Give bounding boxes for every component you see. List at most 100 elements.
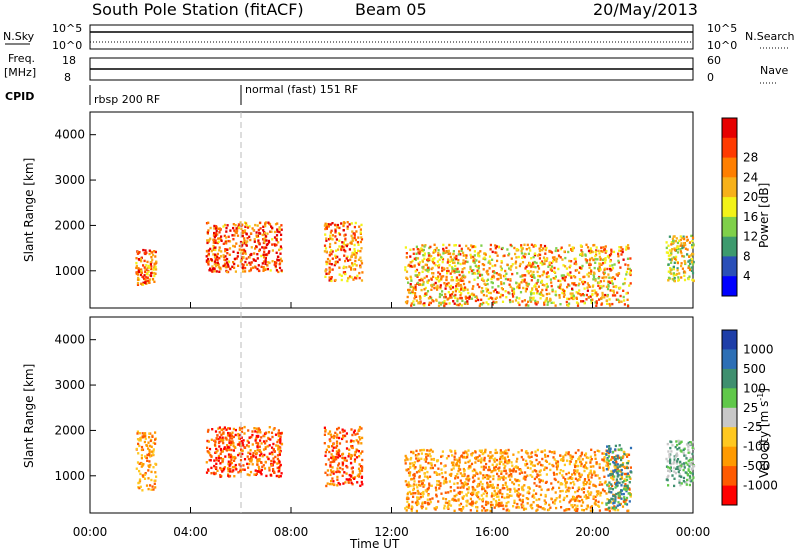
echo-cell	[535, 504, 539, 507]
echo-cell	[262, 269, 265, 272]
echo-cell	[144, 249, 147, 252]
echo-cell	[530, 300, 533, 303]
echo-cell	[353, 262, 356, 266]
echo-cell	[327, 458, 330, 461]
echo-cell	[213, 262, 216, 266]
echo-cell	[498, 466, 501, 469]
echo-cell	[276, 462, 279, 465]
echo-cell	[610, 250, 613, 253]
echo-cell	[459, 490, 462, 494]
echo-cell	[581, 264, 584, 268]
echo-cell	[411, 289, 414, 292]
echo-cell	[512, 287, 516, 291]
echo-cell	[610, 497, 613, 500]
echo-cell	[405, 256, 408, 259]
echo-cell	[627, 460, 630, 463]
echo-cell	[444, 480, 448, 484]
echo-cell	[537, 285, 540, 288]
echo-cell	[475, 500, 478, 504]
echo-cell	[515, 465, 518, 468]
echo-cell	[462, 467, 465, 471]
echo-cell	[347, 481, 350, 484]
echo-cell	[518, 264, 521, 268]
echo-cell	[588, 493, 591, 497]
echo-cell	[525, 281, 528, 285]
echo-cell	[542, 270, 545, 273]
echo-cell	[526, 474, 529, 477]
echo-cell	[217, 263, 220, 266]
echo-cell	[238, 463, 241, 466]
echo-cell	[421, 468, 424, 472]
echo-cell	[574, 465, 577, 469]
echo-cell	[548, 263, 551, 266]
echo-cell	[585, 507, 588, 511]
echo-cell	[427, 461, 430, 465]
echo-cell	[437, 304, 441, 307]
echo-cell	[227, 445, 230, 449]
echo-cell	[231, 431, 234, 434]
echo-cell	[151, 277, 155, 281]
echo-cell	[522, 508, 526, 511]
echo-cell	[552, 301, 555, 304]
echo-cell	[567, 452, 570, 456]
echo-cell	[549, 506, 552, 509]
echo-cell	[145, 264, 148, 267]
echo-cell	[448, 473, 451, 476]
echo-cell	[610, 506, 613, 509]
echo-cell	[343, 248, 346, 252]
echo-cell	[692, 260, 695, 264]
echo-cell	[359, 452, 362, 455]
echo-cell	[325, 239, 328, 242]
echo-cell	[534, 453, 537, 457]
echo-cell	[244, 225, 247, 228]
echo-cell	[227, 239, 230, 243]
echo-cell	[235, 257, 238, 260]
echo-cell	[152, 450, 155, 453]
echo-cell	[324, 227, 327, 231]
echo-cell	[558, 296, 561, 299]
echo-cell	[207, 428, 210, 432]
echo-cell	[626, 453, 629, 456]
echo-cell	[608, 462, 612, 466]
echo-cell	[277, 241, 280, 244]
echo-cell	[262, 266, 265, 269]
colorbar-swatch	[722, 236, 737, 257]
echo-cell	[498, 460, 501, 464]
echo-cell	[215, 456, 218, 460]
echo-cell	[538, 249, 541, 253]
echo-cell	[683, 259, 686, 263]
echo-cell	[671, 248, 674, 251]
echo-cell	[345, 478, 348, 481]
echo-cell	[519, 275, 522, 278]
echo-cell	[342, 430, 345, 433]
echo-cell	[598, 298, 601, 301]
echo-cell	[611, 498, 614, 501]
echo-cell	[567, 283, 570, 286]
echo-cell	[445, 457, 449, 460]
echo-cell	[267, 239, 270, 243]
echo-cell	[152, 441, 155, 445]
echo-cell	[532, 275, 535, 279]
echo-cell	[506, 263, 509, 266]
echo-cell	[470, 503, 473, 506]
echo-cell	[673, 279, 676, 283]
echo-cell	[210, 472, 213, 475]
echo-cell	[686, 238, 689, 242]
echo-cell	[230, 448, 233, 452]
echo-cell	[326, 482, 329, 485]
echo-cell	[361, 465, 364, 468]
echo-cell	[608, 280, 611, 283]
echo-cell	[589, 470, 592, 473]
echo-cell	[224, 255, 227, 258]
echo-cell	[607, 455, 611, 458]
echo-cell	[434, 276, 438, 280]
echo-cell	[614, 448, 617, 451]
echo-cell	[248, 436, 251, 439]
echo-cell	[687, 451, 690, 454]
echo-cell	[628, 492, 631, 495]
echo-cell	[461, 485, 464, 488]
echo-cell	[584, 258, 587, 261]
echo-cell	[359, 265, 362, 268]
echo-cell	[210, 455, 213, 458]
echo-cell	[613, 458, 617, 462]
